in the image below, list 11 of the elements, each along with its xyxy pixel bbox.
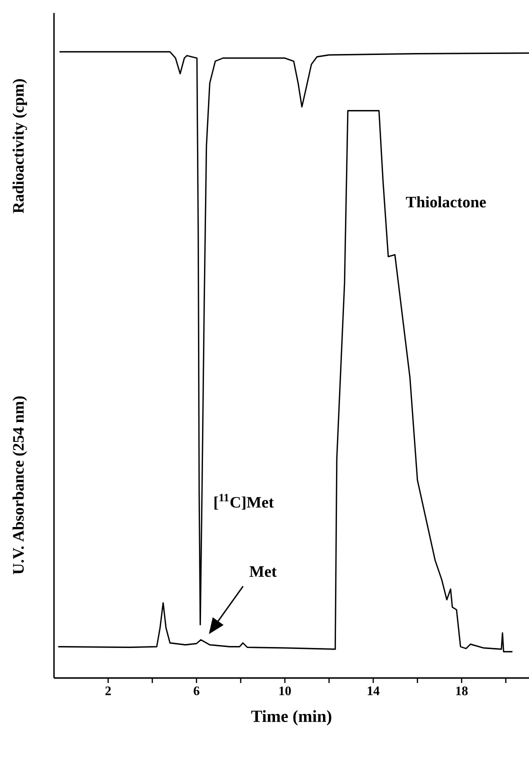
annotation: [$^{11}$C]Met (214, 494, 274, 510)
x-tick-label: 10 (279, 686, 291, 696)
annotation: Met (250, 566, 277, 577)
text: Radioactivity (cpm) (12, 79, 28, 214)
annotation: Thiolactone (406, 196, 486, 208)
x-tick-label: 6 (194, 686, 200, 696)
x-tick-label: 2 (105, 686, 111, 696)
text: U.V. Absorbance (254 nm) (12, 396, 28, 574)
x-axis-title: Time (min) (251, 710, 332, 726)
x-tick-label: 14 (368, 686, 380, 696)
x-tick-label: 18 (456, 686, 468, 696)
